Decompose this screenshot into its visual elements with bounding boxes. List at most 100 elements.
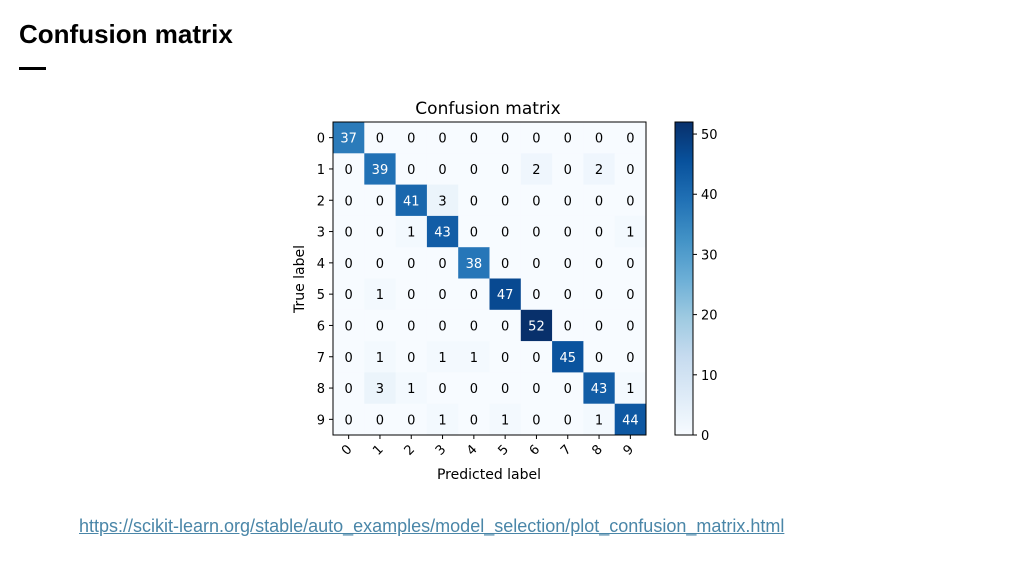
heatmap-cell: [333, 247, 365, 279]
colorbar-tick-label: 0: [701, 429, 709, 444]
heatmap-cell: [489, 122, 522, 154]
cell-value-label: 0: [564, 163, 572, 178]
heatmap-cell: [333, 184, 365, 217]
heatmap-cell: [333, 215, 365, 248]
cell-value-label: 0: [376, 413, 384, 428]
heatmap-cell: [520, 278, 553, 311]
y-axis-label: True label: [292, 245, 308, 314]
heatmap-cell: [426, 309, 459, 342]
cell-value-label: 0: [345, 257, 353, 272]
heatmap-cell: [395, 341, 428, 373]
heatmap-cell: [489, 184, 522, 217]
cell-value-label: 0: [595, 351, 603, 366]
colorbar-tick-label: 10: [701, 369, 718, 384]
heatmap-cell: [552, 403, 584, 436]
cell-value-label: 0: [345, 382, 353, 397]
heatmap-cell: [395, 403, 428, 436]
heatmap-cell: [583, 153, 615, 185]
x-tick-label: 0: [339, 442, 355, 458]
cell-value-label: 0: [345, 194, 353, 209]
heatmap-cell: [364, 247, 396, 279]
y-tick-label: 7: [317, 351, 325, 366]
cell-value-label: 0: [438, 132, 446, 147]
cell-value-label: 0: [407, 132, 415, 147]
x-axis-label: Predicted label: [437, 467, 541, 483]
cell-value-label: 0: [564, 413, 572, 428]
cell-value-label: 0: [345, 226, 353, 241]
heatmap-cell: [395, 184, 428, 217]
heatmap-cell: [458, 153, 490, 185]
y-tick-label: 3: [317, 226, 325, 241]
cell-value-label: 0: [501, 319, 509, 334]
cell-value-label: 52: [528, 319, 545, 334]
cell-value-label: 0: [501, 382, 509, 397]
cell-value-label: 0: [595, 226, 603, 241]
cell-value-label: 0: [376, 257, 384, 272]
cell-value-label: 0: [501, 163, 509, 178]
heatmap-cell: [552, 184, 584, 217]
cell-value-label: 1: [407, 382, 415, 397]
heatmap-cell: [614, 278, 647, 311]
heatmap-cell: [583, 372, 615, 404]
heatmap-cell: [395, 278, 428, 311]
x-tick-label: 3: [433, 442, 449, 458]
heatmap-cell: [520, 215, 553, 248]
x-tick-label: 2: [402, 442, 418, 458]
heatmap-cell: [395, 215, 428, 248]
cell-value-label: 0: [532, 351, 540, 366]
cell-value-label: 0: [626, 163, 634, 178]
heatmap-cell: [364, 403, 396, 436]
cell-value-label: 0: [438, 163, 446, 178]
y-tick-label: 2: [317, 194, 325, 209]
heatmap-cell: [458, 247, 490, 279]
heatmap-cell: [458, 372, 490, 404]
cell-value-label: 0: [407, 351, 415, 366]
heatmap-cell: [333, 403, 365, 436]
cell-value-label: 0: [470, 226, 478, 241]
cell-value-label: 0: [626, 288, 634, 303]
heatmap-cell: [458, 215, 490, 248]
cell-value-label: 1: [438, 413, 446, 428]
cell-value-label: 0: [564, 226, 572, 241]
heatmap-cell: [489, 153, 522, 185]
cell-value-label: 1: [438, 351, 446, 366]
cell-value-label: 0: [501, 257, 509, 272]
cell-value-label: 41: [403, 194, 420, 209]
colorbar-tick-label: 30: [701, 248, 718, 263]
heatmap-cell: [520, 372, 553, 404]
heatmap-cell: [364, 341, 396, 373]
x-tick-label: 8: [589, 442, 605, 458]
cell-value-label: 0: [376, 319, 384, 334]
slide-title: Confusion matrix: [19, 19, 233, 49]
heatmap-cell: [583, 403, 615, 436]
x-tick-label: 5: [495, 442, 511, 458]
heatmap-cell: [489, 215, 522, 248]
cell-value-label: 0: [345, 351, 353, 366]
cell-value-label: 37: [340, 132, 357, 147]
colorbar-tick-label: 50: [701, 128, 718, 143]
heatmap-cell: [583, 184, 615, 217]
source-link[interactable]: https://scikit-learn.org/stable/auto_exa…: [79, 516, 785, 536]
cell-value-label: 3: [376, 382, 384, 397]
cell-value-label: 0: [532, 413, 540, 428]
cell-value-label: 45: [559, 351, 576, 366]
heatmap-cell: [364, 184, 396, 217]
cell-value-label: 0: [376, 132, 384, 147]
cell-value-label: 0: [438, 382, 446, 397]
heatmap-cell: [489, 341, 522, 373]
heatmap-cell: [583, 341, 615, 373]
cell-value-label: 1: [376, 351, 384, 366]
heatmap-cell: [520, 184, 553, 217]
x-tick-label: 6: [527, 442, 543, 458]
cell-value-label: 0: [626, 319, 634, 334]
heatmap-cell: [364, 278, 396, 311]
cell-value-label: 1: [501, 413, 509, 428]
heatmap-cell: [489, 247, 522, 279]
heatmap-cell: [552, 247, 584, 279]
chart-title: Confusion matrix: [415, 99, 560, 119]
cell-value-label: 0: [626, 194, 634, 209]
cell-value-label: 1: [470, 351, 478, 366]
heatmap-cell: [583, 215, 615, 248]
heatmap-cell: [395, 309, 428, 342]
